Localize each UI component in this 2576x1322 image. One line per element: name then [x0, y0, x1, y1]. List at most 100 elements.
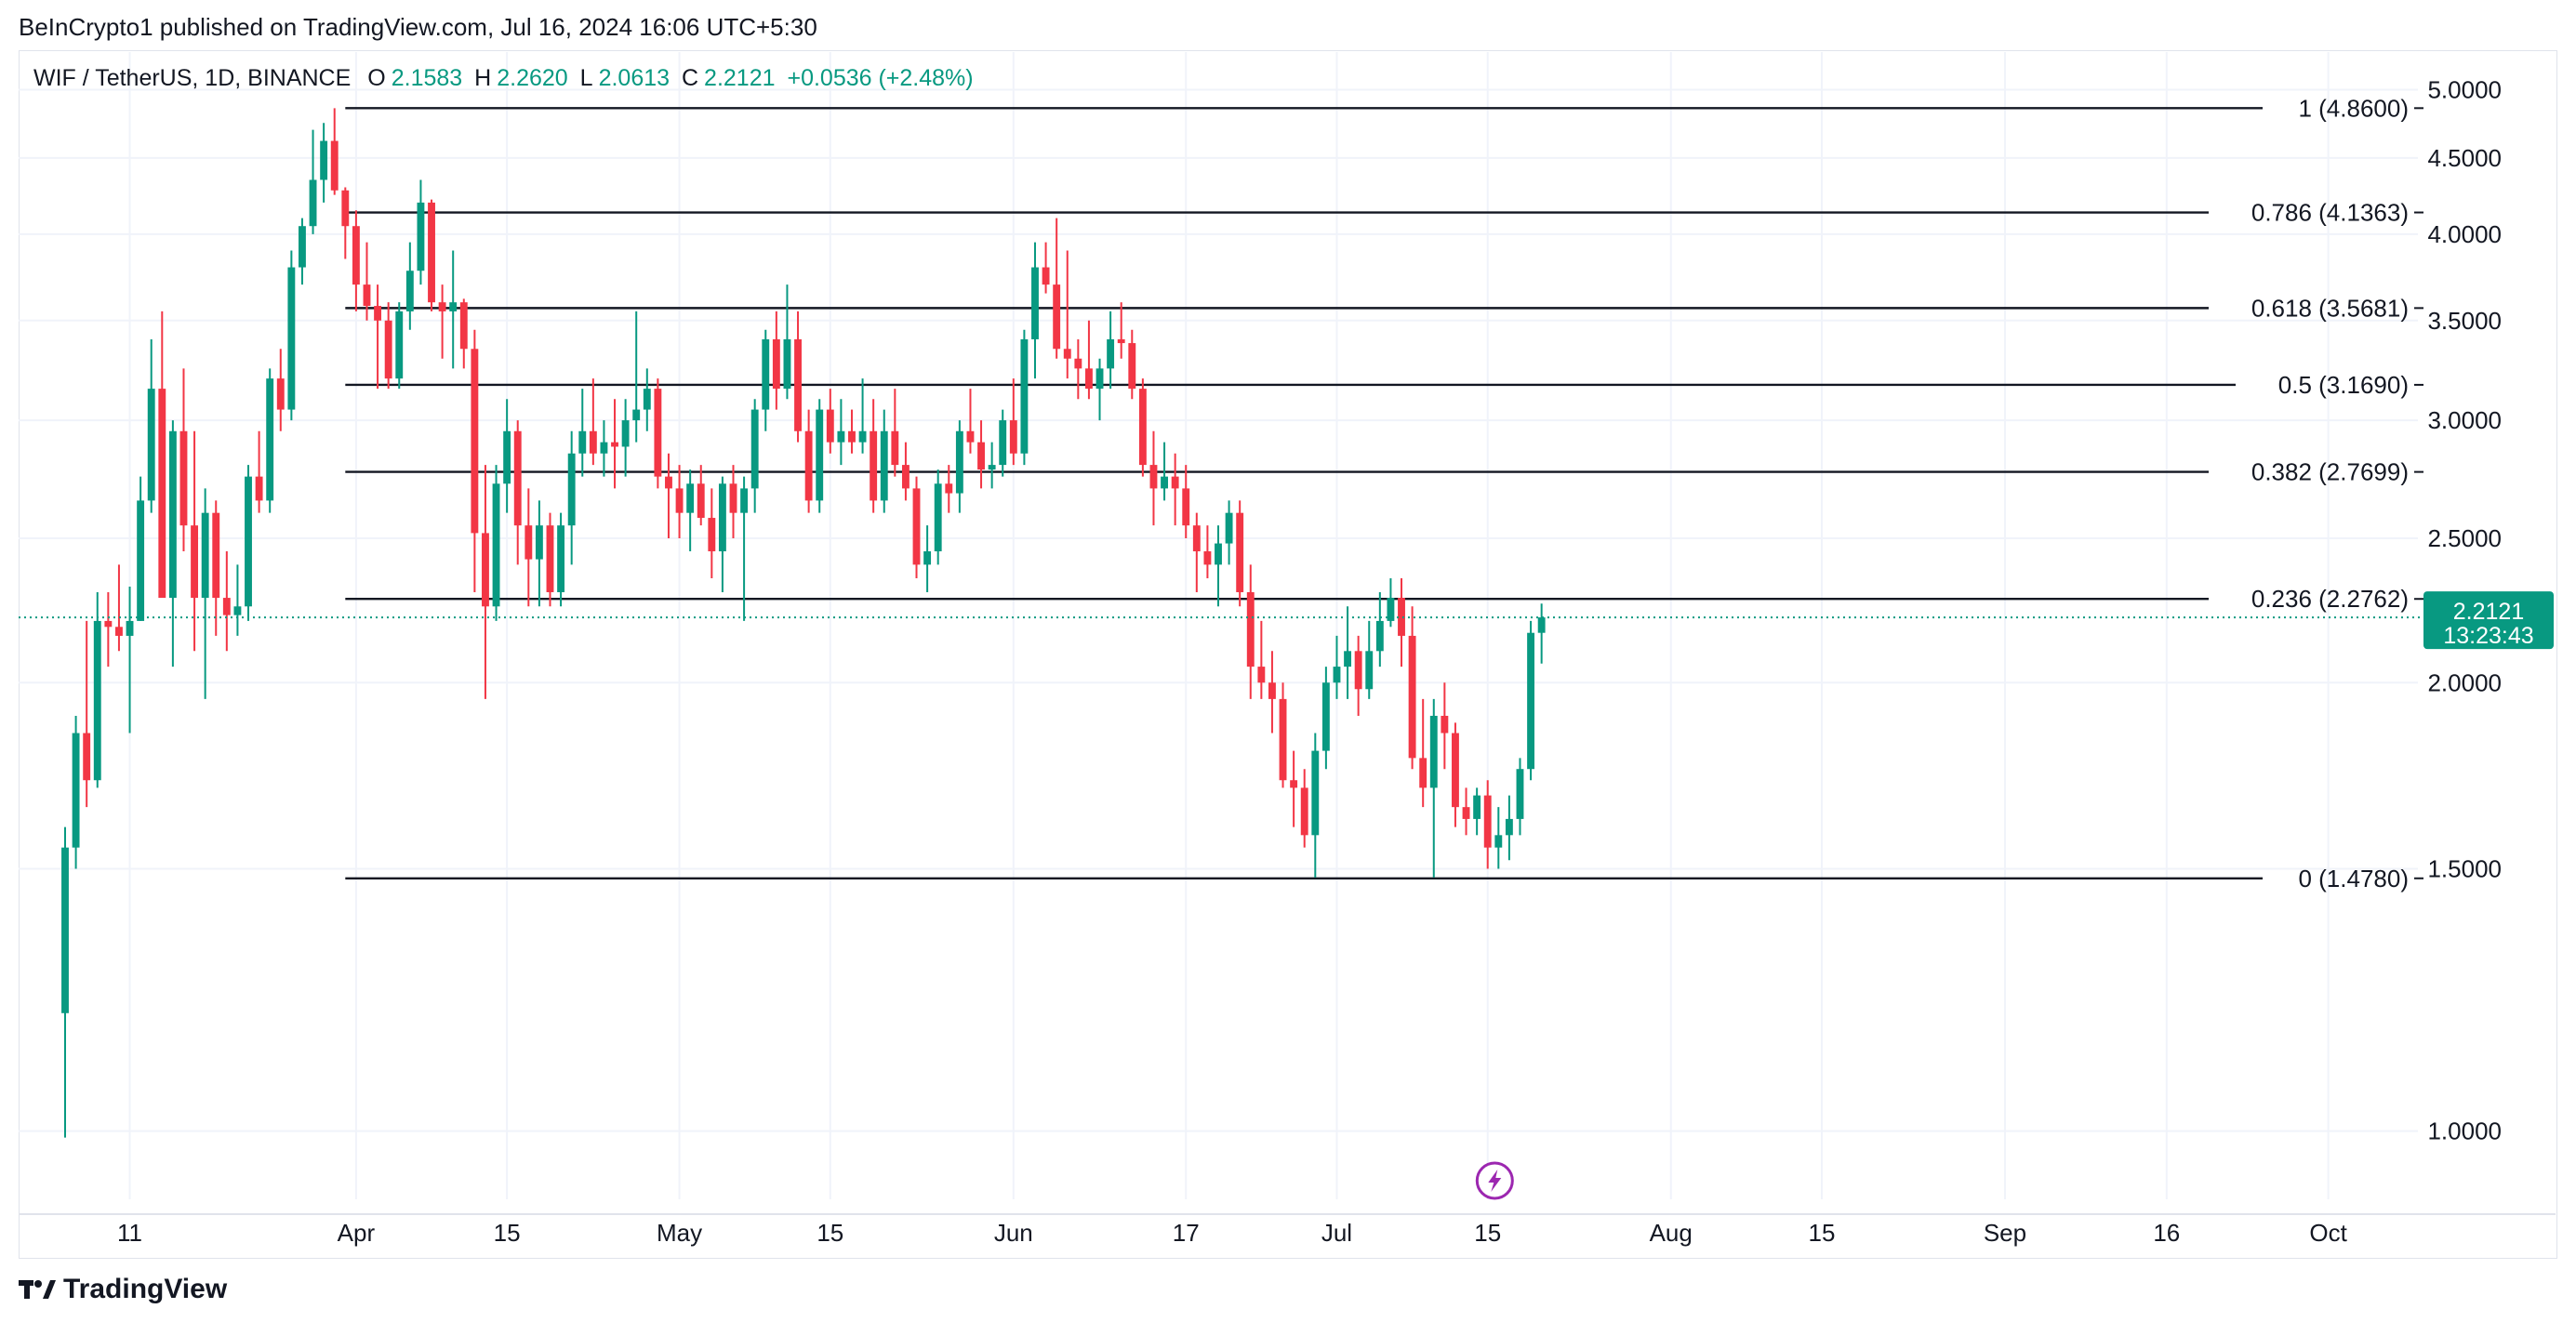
- candle: [1074, 338, 1082, 400]
- candle: [104, 591, 113, 668]
- last-price-value: 2.2121: [2453, 599, 2524, 625]
- candle-body: [1161, 476, 1168, 489]
- candle-body: [1246, 591, 1255, 668]
- x-tick-label: 15: [494, 1219, 521, 1247]
- candle: [665, 453, 672, 538]
- y-tick-label: 5.0000: [2427, 76, 2502, 104]
- candle-body: [384, 320, 392, 379]
- lightning-icon[interactable]: [1475, 1161, 1514, 1200]
- candle: [718, 476, 726, 592]
- candle-body: [1441, 715, 1449, 734]
- candle: [158, 311, 166, 599]
- candle: [287, 250, 296, 421]
- candle-body: [966, 430, 975, 443]
- candle: [428, 199, 435, 311]
- candle-body: [233, 606, 242, 615]
- candle: [1020, 329, 1029, 466]
- candle: [654, 378, 662, 489]
- candle: [1537, 603, 1546, 664]
- candle: [1300, 769, 1308, 848]
- candle: [1161, 442, 1168, 501]
- candle-body: [1009, 420, 1017, 454]
- candle: [1375, 591, 1384, 668]
- candle: [1009, 378, 1017, 466]
- candle-body: [643, 389, 651, 410]
- change-value: +0.0536 (+2.48%): [787, 65, 974, 91]
- candle: [1462, 787, 1470, 836]
- x-tick-label: Jun: [994, 1219, 1033, 1247]
- candle: [912, 476, 921, 579]
- x-tick-label: Jul: [1321, 1219, 1352, 1247]
- candle-body: [126, 620, 134, 636]
- candle: [1419, 698, 1427, 808]
- candle: [179, 368, 188, 552]
- candle: [708, 488, 716, 579]
- candle-body: [783, 338, 791, 390]
- candle: [1268, 651, 1276, 734]
- candle: [1053, 218, 1061, 359]
- candle-body: [524, 525, 533, 560]
- candle: [794, 311, 802, 443]
- candle-body: [718, 483, 726, 552]
- candle-body: [276, 378, 285, 410]
- y-tick-label: 3.0000: [2427, 406, 2502, 434]
- candle-body: [535, 525, 543, 560]
- candle-body: [546, 525, 554, 592]
- fib-level-label: 0 (1.4780): [2298, 865, 2409, 892]
- candle-body: [1128, 343, 1136, 390]
- chart-frame[interactable]: [19, 50, 2557, 1259]
- candle: [1246, 564, 1255, 699]
- candle-body: [675, 488, 684, 513]
- candle: [880, 409, 888, 513]
- candle-body: [945, 483, 953, 494]
- candle-body: [1053, 284, 1061, 350]
- symbol-title: WIF / TetherUS, 1D, BINANCE: [33, 65, 352, 91]
- candle-body: [1236, 512, 1244, 592]
- candle: [1225, 500, 1233, 565]
- brand-name: TradingView: [63, 1274, 228, 1304]
- candle-body: [557, 525, 565, 592]
- candle: [1290, 750, 1298, 827]
- candle: [955, 420, 963, 513]
- low-value: 2.0613: [598, 65, 671, 91]
- candle-body: [1149, 465, 1158, 489]
- candle-body: [891, 430, 899, 466]
- tradingview-brand[interactable]: TradingView: [19, 1274, 227, 1305]
- candle-body: [1171, 476, 1179, 489]
- x-tick-label: May: [657, 1219, 702, 1247]
- price-axis: 1.0000 1.5000 2.0000 2.5000 3.0000 3.5000 4.00…: [2427, 76, 2502, 1145]
- candle-body: [912, 488, 921, 565]
- candle-body: [1408, 635, 1416, 759]
- candle-body: [923, 551, 932, 565]
- candle-body: [1279, 698, 1287, 781]
- candle-body: [1452, 733, 1459, 808]
- candle: [459, 298, 468, 369]
- candle: [72, 715, 80, 869]
- candle-body: [471, 349, 479, 534]
- candle: [1387, 578, 1395, 628]
- fib-level-label: 0.236 (2.2762): [2251, 585, 2409, 613]
- candle: [352, 210, 360, 311]
- candle-body: [1107, 338, 1115, 369]
- fib-level-label: 0.5 (3.1690): [2278, 371, 2409, 399]
- fib-retracement: 1 (4.8600) 0.786 (4.1363) 0.618 (3.5681) 0.…: [345, 94, 2423, 892]
- candle-body: [104, 620, 113, 628]
- candle-body: [826, 409, 834, 443]
- candle-body: [1516, 769, 1524, 819]
- candle-body: [1203, 551, 1212, 565]
- candle-body: [1138, 389, 1147, 466]
- candles: [61, 108, 1546, 1138]
- candle: [1452, 722, 1459, 827]
- candle: [299, 218, 306, 285]
- candle-body: [1462, 807, 1470, 819]
- candle-body: [1095, 368, 1104, 390]
- candle-body: [1215, 543, 1222, 565]
- x-tick-label: Apr: [338, 1219, 376, 1247]
- candle: [740, 476, 749, 621]
- candle-body: [686, 483, 695, 513]
- candle: [1516, 758, 1524, 836]
- candle: [266, 368, 274, 513]
- candle-body: [870, 430, 878, 501]
- candle: [1149, 430, 1158, 526]
